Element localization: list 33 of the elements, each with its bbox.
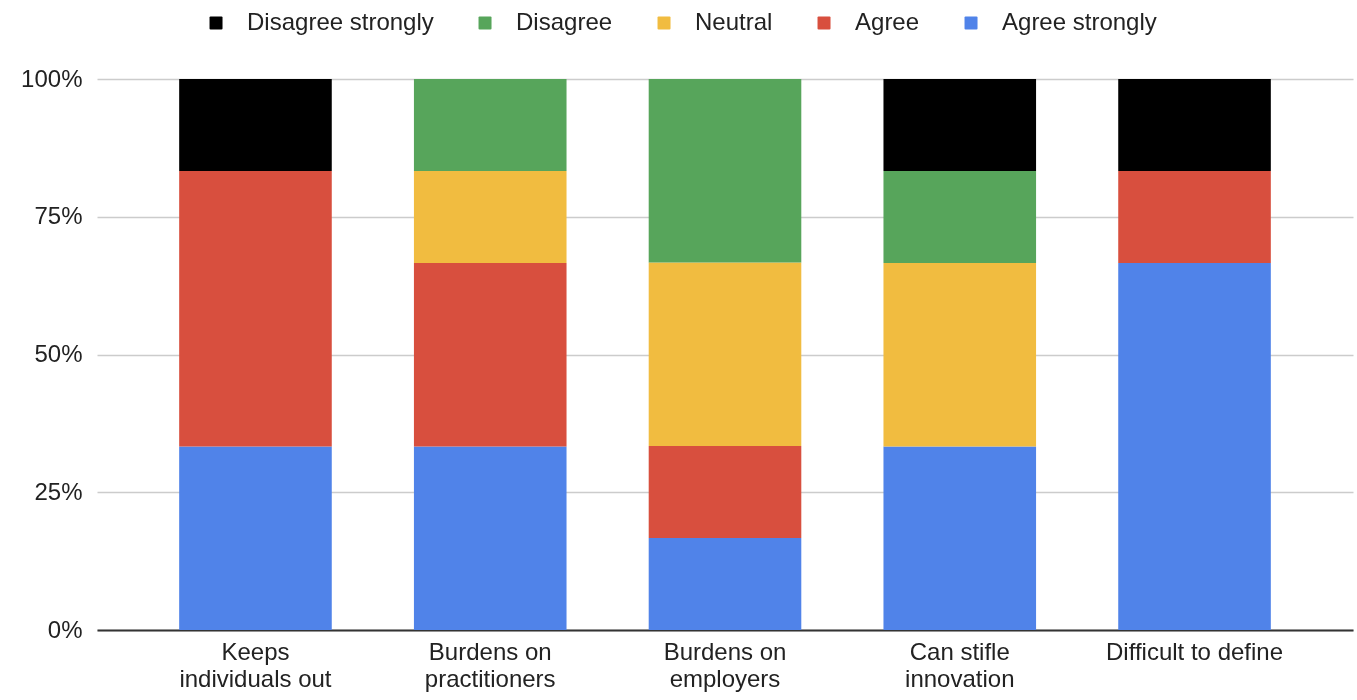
bar xyxy=(883,171,1037,264)
x-tick-label: Keeps individuals out xyxy=(179,637,332,692)
y-tick-label: 0% xyxy=(47,615,83,643)
legend-label: Neutral xyxy=(695,8,773,35)
bar xyxy=(179,446,332,630)
legend-label: Disagree xyxy=(516,8,613,35)
bar xyxy=(883,79,1037,172)
bar xyxy=(648,79,802,263)
bar xyxy=(883,446,1037,630)
bar xyxy=(883,263,1037,447)
bar xyxy=(1118,171,1271,264)
bar xyxy=(1118,263,1271,630)
bar xyxy=(413,79,567,172)
bar xyxy=(179,171,332,447)
x-tick-label: Can stifle innovation xyxy=(905,637,1015,692)
bar xyxy=(648,445,802,538)
bar xyxy=(413,446,567,630)
x-tick-label: Burdens on practitioners xyxy=(424,637,556,692)
y-tick-label: 75% xyxy=(34,202,83,230)
bar xyxy=(413,263,567,447)
legend-label: Agree strongly xyxy=(1002,8,1157,35)
y-tick-label: 50% xyxy=(34,340,83,367)
x-tick-label: Difficult to define xyxy=(1106,637,1284,665)
y-tick-label: 25% xyxy=(34,477,83,505)
legend-label: Disagree strongly xyxy=(247,8,434,35)
bar xyxy=(648,537,802,630)
y-tick-label: 100% xyxy=(21,64,83,92)
bar xyxy=(1118,79,1271,172)
x-tick-label: Burdens on employers xyxy=(663,637,787,692)
legend-label: Agree xyxy=(855,8,920,35)
bar xyxy=(648,262,802,446)
bar xyxy=(179,79,332,172)
bar xyxy=(413,171,567,264)
